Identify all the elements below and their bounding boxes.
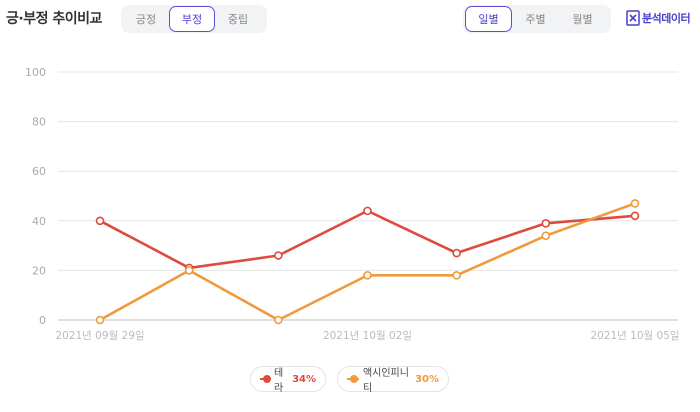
data-point <box>274 251 283 260</box>
y-tick-label: 40 <box>32 215 46 228</box>
tab-neutral[interactable]: 중립 <box>227 13 249 26</box>
sentiment-toggle: 긍정 부정 중립 <box>121 5 267 33</box>
y-tick-label: 80 <box>32 116 46 129</box>
legend-percent: 30% <box>415 373 439 385</box>
data-point <box>184 266 194 275</box>
tab-positive[interactable]: 긍정 <box>135 13 157 26</box>
tab-weekly[interactable]: 주별 <box>525 13 546 26</box>
legend-marker <box>260 375 271 383</box>
y-tick-label: 20 <box>32 264 46 277</box>
legend-label: 테라 <box>273 368 284 394</box>
page-title: 긍·부정 추이비교 <box>6 11 102 27</box>
legend-item-terra[interactable]: 테라 34% <box>250 366 326 394</box>
data-point <box>363 271 372 280</box>
tab-daily[interactable]: 일별 <box>465 6 512 32</box>
legend-item-axie-infinity[interactable]: 액시인피니티 30% <box>337 366 449 394</box>
legend-percent: 34% <box>292 373 316 385</box>
tab-negative[interactable]: 부정 <box>169 6 215 32</box>
data-point <box>630 199 640 208</box>
analysis-data-label: 분석데이터 <box>642 12 691 25</box>
y-tick-label: 0 <box>39 314 46 327</box>
series-line <box>99 209 636 270</box>
data-point <box>274 315 283 325</box>
data-point <box>541 231 551 240</box>
data-point <box>630 211 640 221</box>
analysis-data-button[interactable]: 분석데이터 <box>626 10 691 26</box>
tab-monthly[interactable]: 월별 <box>572 13 593 26</box>
data-point <box>541 218 551 228</box>
data-point <box>95 315 105 325</box>
data-point <box>452 271 461 280</box>
data-point <box>363 206 372 216</box>
data-point <box>95 216 105 226</box>
legend-marker <box>347 375 359 383</box>
y-tick-label: 100 <box>25 66 46 79</box>
period-toggle: 일별 주별 월별 <box>463 5 611 33</box>
data-point <box>452 248 461 258</box>
excel-icon <box>626 10 640 26</box>
x-tick-label: 2021년 10월 05일 <box>590 329 679 342</box>
legend-label: 액시인피니티 <box>362 368 409 394</box>
y-tick-label: 60 <box>32 165 46 178</box>
x-tick-label: 2021년 10월 02일 <box>323 329 412 342</box>
x-tick-label: 2021년 09월 29일 <box>55 329 144 342</box>
